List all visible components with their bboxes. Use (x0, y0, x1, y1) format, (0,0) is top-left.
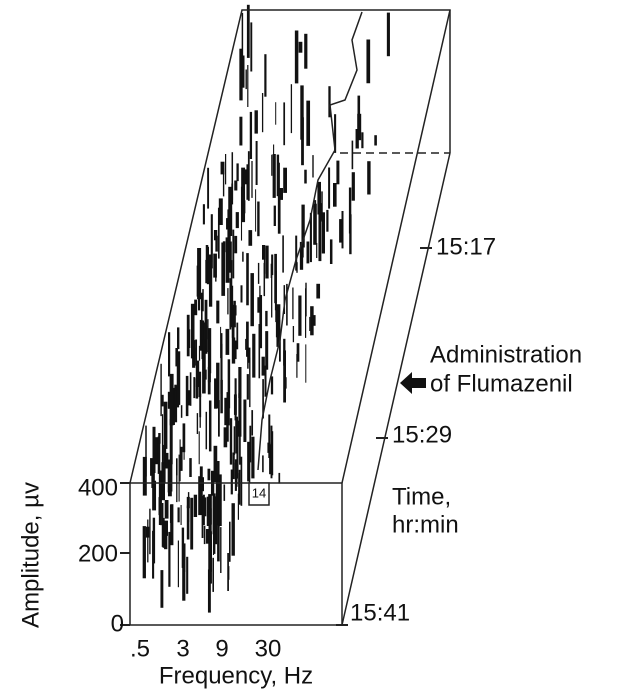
annotation: of Flumazenil (430, 370, 573, 397)
time-tick-label: 15:29 (392, 421, 452, 448)
trace (257, 11, 363, 471)
y-tick-label: 400 (78, 474, 118, 501)
time-tick-label: 15:41 (350, 599, 410, 626)
x-tick-label: .5 (130, 635, 150, 662)
marker-box (248, 482, 270, 506)
y-axis-label: Amplitude, µv (17, 482, 44, 628)
spectral-array (142, 4, 390, 613)
x-tick-label: 3 (176, 635, 189, 662)
x-tick-label: 30 (255, 635, 282, 662)
x-axis-label: Frequency, Hz (159, 662, 313, 689)
time-tick-label: 15:17 (436, 233, 496, 260)
time-axis-label: Time, (392, 483, 451, 510)
box-edge (341, 152, 451, 626)
box-edge (129, 9, 451, 484)
y-tick-label: 0 (111, 610, 124, 637)
x-tick-label: 9 (215, 635, 228, 662)
marker-label: 14 (252, 485, 266, 500)
time-axis-label: hr:min (392, 511, 459, 538)
y-tick-label: 200 (78, 540, 118, 567)
annotation: Administration (430, 341, 582, 368)
box-edge (341, 9, 451, 484)
arrow (400, 372, 426, 394)
